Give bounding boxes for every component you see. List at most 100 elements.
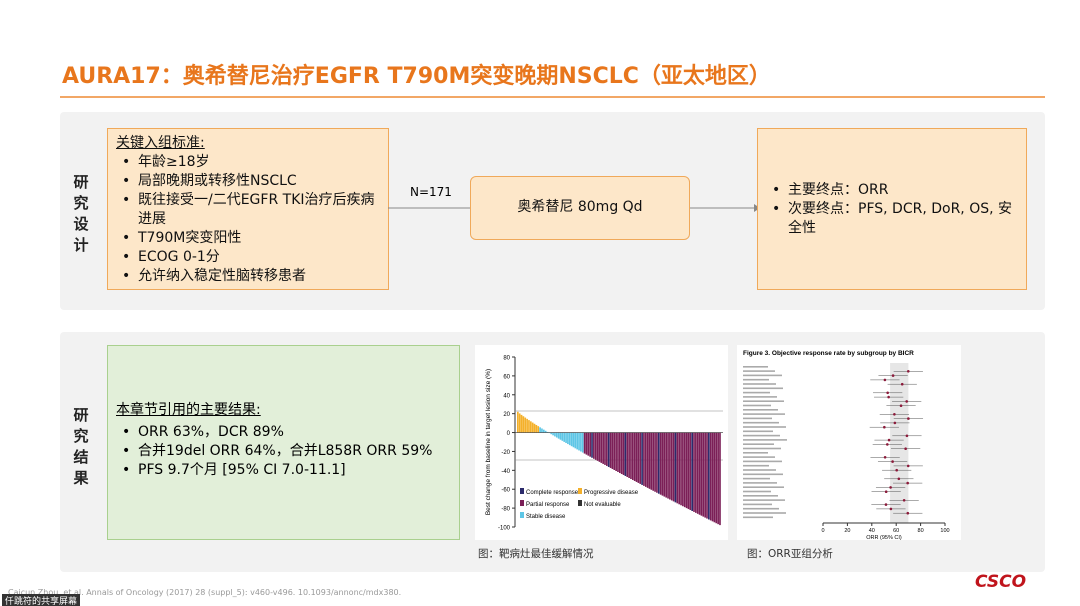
waterfall-bar-shape xyxy=(663,432,666,497)
waterfall-bar-shape xyxy=(635,432,638,482)
ci-band xyxy=(890,363,909,523)
waterfall-bar-shape xyxy=(604,432,606,465)
waterfall-bar-shape xyxy=(526,418,528,433)
waterfall-bar-shape xyxy=(700,432,703,516)
waterfall-bar-shape xyxy=(563,432,566,442)
point-shape xyxy=(891,374,895,377)
row-label-shape xyxy=(743,460,782,463)
waterfall-bar-shape xyxy=(528,420,530,433)
row-label-shape xyxy=(743,482,777,484)
result: PFS 9.7个月 [95% CI 7.0-11.1] xyxy=(116,461,451,480)
waterfall-bar-shape xyxy=(600,432,603,463)
y-tick-label: 80 xyxy=(503,356,510,362)
waterfall-bar-shape xyxy=(594,432,597,460)
row-label-shape xyxy=(743,391,770,394)
point-shape xyxy=(889,486,892,489)
point-shape xyxy=(899,404,903,407)
x-axis-label: ORR (95% CI) xyxy=(866,535,902,540)
point-shape xyxy=(906,481,909,485)
row-label-shape xyxy=(743,387,783,390)
x-tick-label: 20 xyxy=(844,528,850,534)
row-label-shape xyxy=(743,366,768,368)
legend-label: Stable disease xyxy=(526,514,566,520)
waterfall-bar-shape xyxy=(689,432,692,511)
waterfall-bar-shape xyxy=(717,432,719,525)
waterfall-bar-shape xyxy=(596,432,599,461)
legend-swatch xyxy=(578,488,582,494)
results-box: 本章节引用的主要结果: ORR 63%，DCR 89%合并19del ORR 6… xyxy=(107,345,460,540)
legend-swatch xyxy=(578,500,582,506)
row-label-shape xyxy=(743,417,772,420)
row-label-shape xyxy=(743,409,778,411)
waterfall-bar-shape xyxy=(591,432,593,458)
x-tick-label: 100 xyxy=(940,528,949,534)
endpoint: 次要终点：PFS, DCR, DoR, OS, 安全性 xyxy=(766,200,1018,238)
waterfall-bar-shape xyxy=(696,432,699,514)
waterfall-bar-shape xyxy=(607,432,610,467)
row-label-shape xyxy=(743,400,784,402)
waterfall-bar-shape xyxy=(520,414,523,433)
point-shape xyxy=(883,425,886,429)
waterfall-bar-shape xyxy=(613,432,616,470)
waterfall-bar-shape xyxy=(568,432,571,446)
endpoints-list: 主要终点：ORR次要终点：PFS, DCR, DoR, OS, 安全性 xyxy=(766,181,1018,238)
waterfall-bar-shape xyxy=(643,432,645,486)
waterfall-bar-shape xyxy=(587,432,590,456)
waterfall-bar-shape xyxy=(535,424,538,433)
criteria-heading: 关键入组标准: xyxy=(116,135,205,151)
waterfall-bar-shape xyxy=(617,432,619,473)
waterfall-bar-shape xyxy=(544,430,547,433)
point-shape xyxy=(884,490,888,493)
y-tick-label: -100 xyxy=(498,526,511,532)
y-tick-label: -20 xyxy=(501,450,510,456)
waterfall-bar-shape xyxy=(620,432,623,475)
x-tick-label: 40 xyxy=(869,528,875,534)
y-tick-label: 20 xyxy=(503,412,510,418)
point-shape xyxy=(884,503,888,506)
waterfall-bar-shape xyxy=(633,432,636,481)
row-label-shape xyxy=(743,464,769,467)
waterfall-bar-shape xyxy=(639,432,642,484)
waterfall-bar-shape xyxy=(656,432,658,493)
title-rule xyxy=(60,96,1045,98)
waterfall-bar-shape xyxy=(661,432,664,496)
waterfall-bar-shape xyxy=(533,423,536,433)
waterfall-bar-shape xyxy=(704,432,706,518)
criterion: 局部晚期或转移性NSCLC xyxy=(116,172,380,191)
waterfall-bar-shape xyxy=(550,432,553,435)
waterfall-bar-shape xyxy=(567,432,569,445)
waterfall-bar-shape xyxy=(606,432,608,466)
waterfall-bar-shape xyxy=(644,432,647,487)
waterfall-bar-shape xyxy=(641,432,643,485)
row-label-shape xyxy=(743,421,779,424)
row-label-shape xyxy=(743,413,785,415)
waterfall-bar-shape xyxy=(622,432,625,476)
waterfall-bar-shape xyxy=(650,432,653,490)
waterfall-bar-shape xyxy=(628,432,630,479)
waterfall-bar-shape xyxy=(719,432,721,526)
y-tick-label: -40 xyxy=(501,469,510,475)
waterfall-bar-shape xyxy=(611,432,614,469)
row-label-shape xyxy=(743,495,778,497)
waterfall-bar-shape xyxy=(602,432,604,464)
waterfall-bar-shape xyxy=(570,432,573,447)
waterfall-bar-shape xyxy=(657,432,660,494)
waterfall-bar-shape xyxy=(678,432,681,505)
screen-share-overlay: 仟跳符的共享屏幕 xyxy=(2,594,81,606)
row-label-shape xyxy=(743,469,776,471)
waterfall-bar-shape xyxy=(709,432,712,521)
point-shape xyxy=(907,417,910,420)
waterfall-bar-shape xyxy=(654,432,656,492)
waterfall-bar-shape xyxy=(554,432,556,437)
point-shape xyxy=(904,447,907,450)
waterfall-bar-shape xyxy=(537,426,540,433)
y-axis-label: Best change from baseline in target lesi… xyxy=(485,369,492,515)
waterfall-bar-shape xyxy=(670,432,673,501)
point-shape xyxy=(883,378,887,382)
sample-size: N=171 xyxy=(410,185,452,199)
legend-swatch xyxy=(520,500,524,506)
x-tick-label: 60 xyxy=(893,528,899,534)
waterfall-bar-shape xyxy=(593,432,595,459)
waterfall-bar-shape xyxy=(524,417,527,433)
